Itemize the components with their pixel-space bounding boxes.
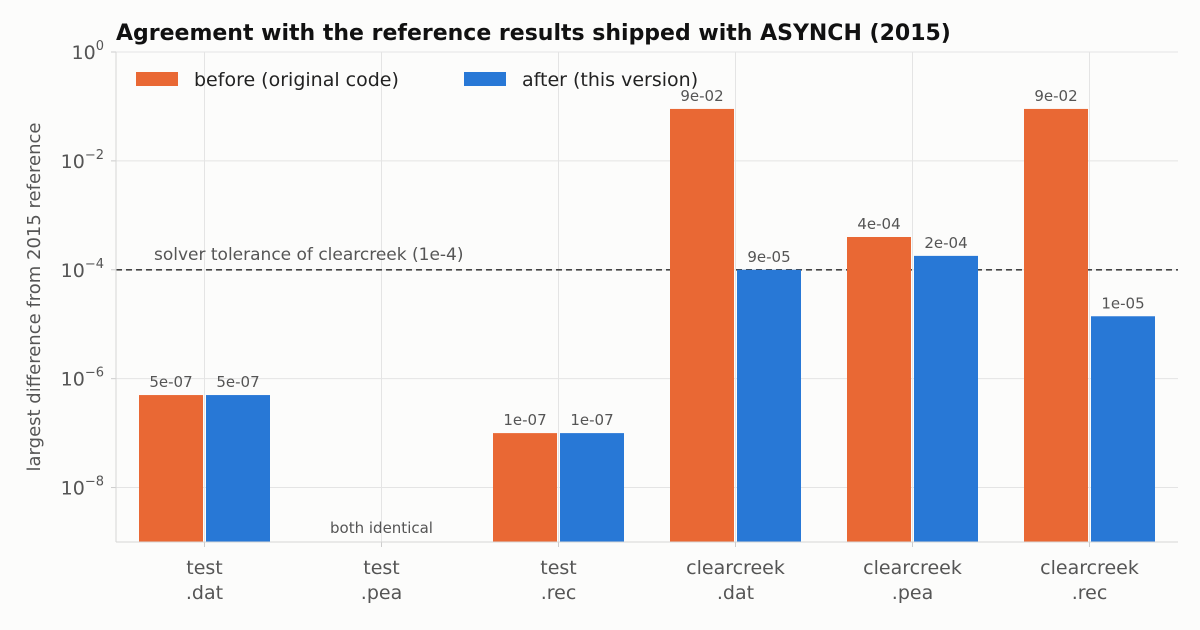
- bars: [139, 108, 1155, 543]
- category-label: test: [186, 557, 223, 579]
- chart-title: Agreement with the reference results shi…: [116, 21, 951, 46]
- legend-item: after (this version): [464, 69, 698, 91]
- bar-before: [847, 236, 911, 542]
- category-label: .dat: [717, 582, 754, 604]
- data-label: 5e-07: [149, 373, 192, 391]
- category-label: test: [540, 557, 577, 579]
- data-label: 5e-07: [216, 373, 259, 391]
- y-tick-label: 10−2: [61, 148, 104, 173]
- y-tick-label: 10−4: [61, 257, 104, 282]
- category-label: .pea: [361, 582, 402, 604]
- bar-after: [206, 395, 270, 542]
- legend-item: before (original code): [136, 69, 399, 91]
- category-label: .rec: [1072, 582, 1108, 604]
- legend-swatch: [464, 72, 506, 86]
- data-label: 4e-04: [857, 215, 900, 233]
- y-tick-label: 10−8: [61, 475, 104, 500]
- legend-label: after (this version): [522, 69, 698, 91]
- annotation-label: both identical: [330, 519, 433, 537]
- bar-after: [914, 255, 978, 542]
- data-label: 2e-04: [924, 234, 967, 252]
- y-axis-label: largest difference from 2015 reference: [24, 123, 45, 472]
- category-label: clearcreek: [686, 557, 785, 579]
- data-label: 1e-07: [570, 411, 613, 429]
- data-label: 1e-07: [503, 411, 546, 429]
- legend: before (original code) after (this versio…: [136, 69, 698, 91]
- bar-after: [737, 269, 801, 542]
- category-label: .rec: [541, 582, 577, 604]
- bar-after: [1091, 316, 1155, 542]
- bar-before: [1024, 108, 1088, 543]
- bar-before: [139, 395, 203, 542]
- grid: [116, 51, 1178, 542]
- data-label: 9e-02: [1034, 87, 1077, 105]
- reference-line-group: solver tolerance of clearcreek (1e-4): [116, 245, 1178, 271]
- legend-swatch: [136, 72, 178, 86]
- category-label: clearcreek: [863, 557, 962, 579]
- data-label: 9e-02: [680, 87, 723, 105]
- axes: 10−8 10−6 10−4 10−2 100 test .dat test .pea test.…: [24, 39, 1178, 604]
- category-label: clearcreek: [1040, 557, 1139, 579]
- legend-label: before (original code): [194, 69, 399, 91]
- data-label: 1e-05: [1101, 294, 1144, 312]
- bar-before: [670, 108, 734, 543]
- y-tick-label: 10−6: [61, 366, 104, 391]
- data-label: 9e-05: [747, 248, 790, 266]
- y-tick-label: 100: [72, 39, 104, 64]
- labels: 5e-07 1e-07 9e-02 4e-04 9e-02 5e-07 1e-07 9e-05…: [149, 87, 1144, 537]
- bar-before: [493, 433, 557, 542]
- category-label: .dat: [186, 582, 223, 604]
- category-label: test: [363, 557, 400, 579]
- bar-after: [560, 433, 624, 542]
- reference-line-label: solver tolerance of clearcreek (1e-4): [154, 245, 464, 265]
- category-label: .pea: [892, 582, 933, 604]
